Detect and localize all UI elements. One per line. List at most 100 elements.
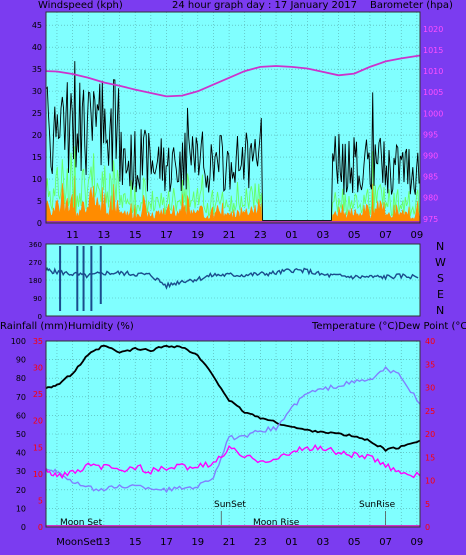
rain-y-tick: 15 <box>33 443 43 452</box>
humidity-y-tick: 70 <box>16 393 26 402</box>
humidity-y-tick: 100 <box>11 337 26 346</box>
temp-y-tick: 25 <box>425 407 435 416</box>
humidity-y-tick: 60 <box>16 411 26 420</box>
temp-x-tick: 15 <box>129 537 142 548</box>
temp-plot-border <box>45 340 421 528</box>
humidity-y-tick: 10 <box>16 504 26 513</box>
baro-y-tick: 985 <box>423 173 438 182</box>
wind-low-series <box>45 175 421 224</box>
wind-y-tick: 40 <box>32 43 42 52</box>
wind-y-tick: 35 <box>32 65 42 74</box>
temp-x-tick: 01 <box>285 537 298 548</box>
temp-y-tick: 15 <box>425 453 435 462</box>
barometer-series <box>45 54 421 98</box>
baro-y-tick: 990 <box>423 151 438 160</box>
temp-x-tick: 21 <box>223 537 236 548</box>
temp-y-tick: 10 <box>425 477 435 486</box>
dir-label-s: S <box>437 272 444 285</box>
temp-x-tick: 23 <box>254 537 267 548</box>
wind-x-tick: 05 <box>348 230 361 241</box>
wind-y-tick: 45 <box>32 21 42 30</box>
chart-date-title: 24 hour graph day : 17 January 2017 <box>172 0 357 11</box>
dir-label-n-top: N <box>436 240 445 253</box>
rain-y-tick: 35 <box>33 337 43 346</box>
wind-y-tick: 30 <box>32 87 42 96</box>
humidity-y-tick: 40 <box>16 449 26 458</box>
baro-y-tick: 980 <box>423 194 438 203</box>
rain-y-tick: 10 <box>33 470 43 479</box>
baro-y-tick: 975 <box>423 215 438 224</box>
dir-label-n-bottom: N <box>436 304 445 317</box>
baro-y-tick: 1015 <box>423 46 443 55</box>
wind-x-tick: 11 <box>66 230 79 241</box>
moon-rise-annotation: Moon Rise <box>253 518 300 528</box>
rain-y-tick: 20 <box>33 417 43 426</box>
temp-x-tick: 07 <box>379 537 392 548</box>
dew-point-series <box>45 443 421 480</box>
temp-y-tick: 30 <box>425 384 435 393</box>
wind-x-tick: 07 <box>379 230 392 241</box>
temp-x-tick: 17 <box>160 537 173 548</box>
rain-y-tick: 25 <box>33 390 43 399</box>
sunrise-annotation: SunRise <box>359 500 396 510</box>
humidity-axis-title: Humidity (%) <box>68 321 134 332</box>
wind-x-tick: 17 <box>160 230 173 241</box>
temp-y-tick: 20 <box>425 430 435 439</box>
wind-y-tick: 0 <box>37 219 42 228</box>
wind-y-tick: 20 <box>32 131 42 140</box>
temp-y-tick: 5 <box>425 500 430 509</box>
temp-x-tick-first: MoonSet <box>56 537 100 548</box>
sunset-annotation: SunSet <box>214 500 246 510</box>
humidity-series <box>45 365 421 494</box>
wind-x-tick: 13 <box>98 230 111 241</box>
humidity-y-tick: 80 <box>16 374 26 383</box>
baro-y-tick: 1020 <box>423 25 443 34</box>
barometer-axis-title: Barometer (hpa) <box>370 0 453 11</box>
wind-x-tick: 15 <box>129 230 142 241</box>
direction-y-tick: 90 <box>33 295 42 303</box>
dir-label-e: E <box>437 288 444 301</box>
wind-plot-border <box>45 11 421 224</box>
temp-x-tick: 03 <box>317 537 330 548</box>
wind-gust-series <box>45 61 420 221</box>
wind-x-tick: 21 <box>223 230 236 241</box>
temp-y-tick: 0 <box>425 523 430 532</box>
wind-average-series <box>45 146 420 223</box>
rain-y-tick: 30 <box>33 364 43 373</box>
wind-x-tick: 01 <box>285 230 298 241</box>
baro-y-tick: 995 <box>423 130 438 139</box>
wind-y-tick: 25 <box>32 109 42 118</box>
temp-dew-axis-title: Temperature (°C)Dew Point (°C) <box>312 321 466 332</box>
baro-y-tick: 1000 <box>423 109 443 118</box>
direction-y-tick: 360 <box>29 241 42 249</box>
humidity-y-tick: 30 <box>16 467 26 476</box>
humidity-y-tick: 20 <box>16 486 26 495</box>
direction-y-tick: 270 <box>29 259 42 267</box>
direction-plot-border <box>45 243 421 317</box>
humidity-y-tick: 90 <box>16 356 26 365</box>
rain-y-tick: 0 <box>38 523 43 532</box>
temperature-series <box>45 344 421 453</box>
temp-y-tick: 40 <box>425 337 435 346</box>
wind-direction-series <box>45 266 419 290</box>
temp-x-tick: 13 <box>98 537 111 548</box>
temp-y-tick: 35 <box>425 360 435 369</box>
wind-x-tick: 23 <box>254 230 267 241</box>
rainfall-axis-title: Rainfall (mm) <box>0 321 68 332</box>
direction-y-tick: 0 <box>38 313 42 321</box>
humidity-y-tick: 50 <box>16 430 26 439</box>
humidity-y-tick: 0 <box>21 523 26 532</box>
dir-label-w: W <box>435 256 446 269</box>
moon-set-annotation: Moon Set <box>60 518 103 528</box>
baro-y-tick: 1005 <box>423 88 443 97</box>
wind-x-tick: 09 <box>411 230 424 241</box>
wind-x-tick: 03 <box>317 230 330 241</box>
wind-y-tick: 10 <box>32 175 42 184</box>
temp-x-tick: 19 <box>191 537 204 548</box>
temp-x-tick: 05 <box>348 537 361 548</box>
windspeed-axis-title: Windspeed (kph) <box>38 0 123 11</box>
baro-y-tick: 1010 <box>423 67 443 76</box>
wind-x-tick: 19 <box>191 230 204 241</box>
